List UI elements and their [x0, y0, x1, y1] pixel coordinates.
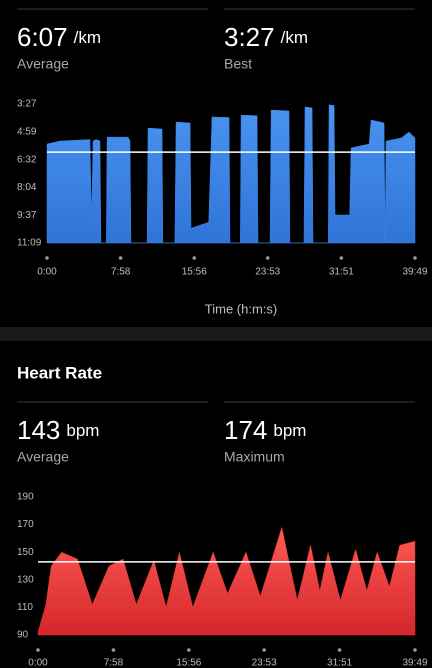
- x-tick: [45, 256, 49, 260]
- x-tick: [262, 648, 266, 652]
- x-tick: [36, 648, 40, 652]
- y-tick-label: 4:59: [17, 126, 37, 137]
- x-tick: [337, 648, 342, 652]
- stat-value: 3:27/km: [224, 22, 308, 52]
- y-tick-label: 11:09: [17, 238, 42, 249]
- x-tick-label: 39:49: [402, 658, 427, 668]
- y-tick-label: 130: [17, 574, 34, 585]
- y-tick-label: 150: [17, 547, 34, 558]
- x-tick-label: 15:56: [182, 267, 207, 278]
- x-tick-label: 31:51: [329, 267, 354, 278]
- x-tick: [118, 256, 123, 260]
- x-tick: [413, 648, 417, 652]
- avg-hr: 143: [17, 415, 60, 445]
- section-title: Heart Rate: [17, 363, 102, 382]
- unit: /km: [74, 28, 101, 47]
- y-tick-label: 6:32: [17, 154, 37, 165]
- stat-label: Average: [17, 56, 69, 72]
- x-tick-label: 39:49: [402, 267, 427, 278]
- x-tick-label: 7:58: [111, 267, 131, 278]
- x-tick-label: 23:53: [255, 267, 280, 278]
- x-tick: [192, 256, 197, 260]
- x-tick: [265, 256, 270, 260]
- best-pace: 3:27: [224, 22, 275, 52]
- x-tick-label: 23:53: [252, 658, 277, 668]
- x-tick-label: 0:00: [28, 658, 48, 668]
- x-tick: [111, 648, 116, 652]
- x-tick: [413, 256, 417, 260]
- stat-label: Average: [17, 449, 69, 465]
- x-tick: [339, 256, 344, 260]
- y-tick-label: 90: [17, 630, 29, 641]
- x-axis-label: Time (h:m:s): [205, 301, 277, 316]
- unit: bpm: [66, 421, 99, 440]
- unit: /km: [281, 28, 308, 47]
- stat-value: 174 bpm: [224, 415, 306, 445]
- max-hr: 174: [224, 415, 267, 445]
- y-tick-label: 110: [17, 602, 33, 613]
- unit: bpm: [273, 421, 306, 440]
- area: [46, 104, 416, 244]
- stat-label: Best: [224, 56, 252, 72]
- x-tick: [187, 648, 191, 652]
- stat-label: Maximum: [224, 449, 285, 465]
- avg-pace: 6:07: [17, 22, 68, 52]
- y-tick-label: 9:37: [17, 210, 37, 221]
- y-tick-label: 190: [17, 492, 34, 503]
- y-tick-label: 3:27: [17, 99, 37, 110]
- x-tick-label: 0:00: [37, 267, 57, 278]
- y-tick-label: 170: [17, 519, 34, 530]
- stat-value: 143 bpm: [17, 415, 99, 445]
- section-separator: [0, 327, 432, 341]
- x-tick-label: 15:56: [176, 658, 201, 668]
- area: [37, 526, 416, 636]
- stat-value: 6:07/km: [17, 22, 101, 52]
- y-tick-label: 8:04: [17, 182, 37, 193]
- x-tick-label: 31:51: [327, 658, 352, 668]
- x-tick-label: 7:58: [104, 658, 124, 668]
